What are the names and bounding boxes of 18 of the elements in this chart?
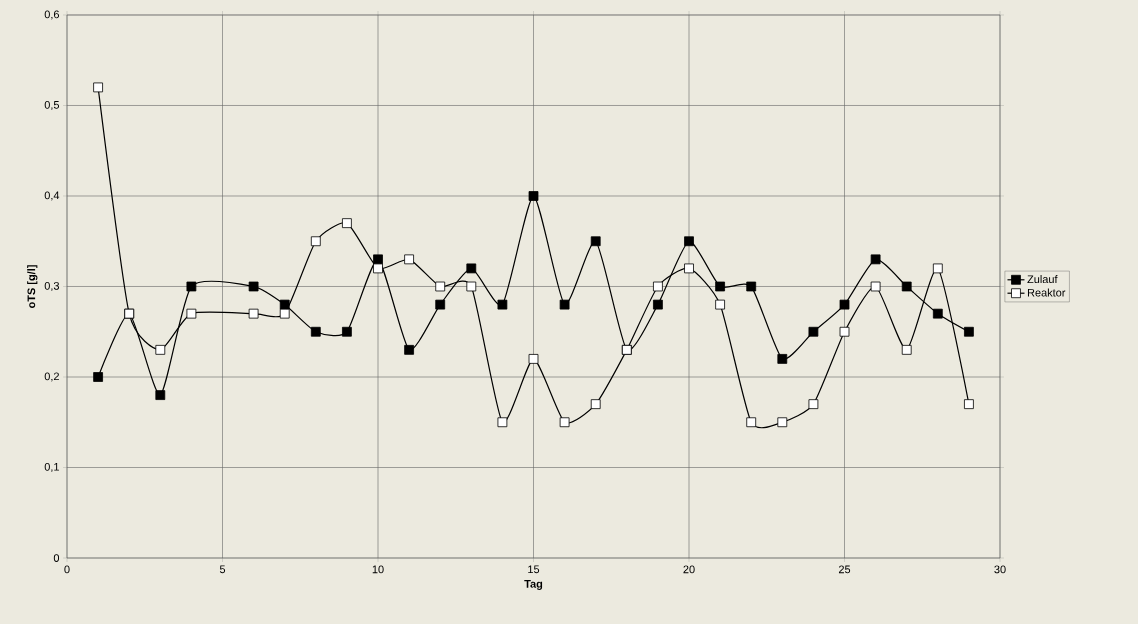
y-tick-label: 0,4	[44, 191, 60, 201]
x-tick-label: 5	[219, 565, 226, 574]
x-tick-label: 30	[994, 565, 1006, 574]
x-tick-label: 20	[683, 565, 695, 574]
y-axis-title: oTS [g/l]	[27, 265, 38, 308]
x-tick-label: 15	[528, 565, 540, 574]
legend-label: Zulauf	[1027, 275, 1058, 284]
legend-label: Reaktor	[1027, 288, 1066, 297]
x-tick-label: 25	[838, 565, 851, 574]
y-tick-label: 0,2	[44, 372, 59, 382]
y-tick-label: 0,5	[44, 100, 60, 111]
y-tick-label: 0,6	[44, 10, 60, 20]
x-axis-title: Tag	[524, 580, 543, 590]
x-tick-label: 10	[372, 565, 384, 574]
y-tick-label: 0	[53, 554, 60, 562]
y-tick-label: 0,3	[44, 281, 60, 292]
x-tick-label: 0	[64, 565, 70, 574]
y-tick-label: 0,1	[44, 462, 59, 473]
